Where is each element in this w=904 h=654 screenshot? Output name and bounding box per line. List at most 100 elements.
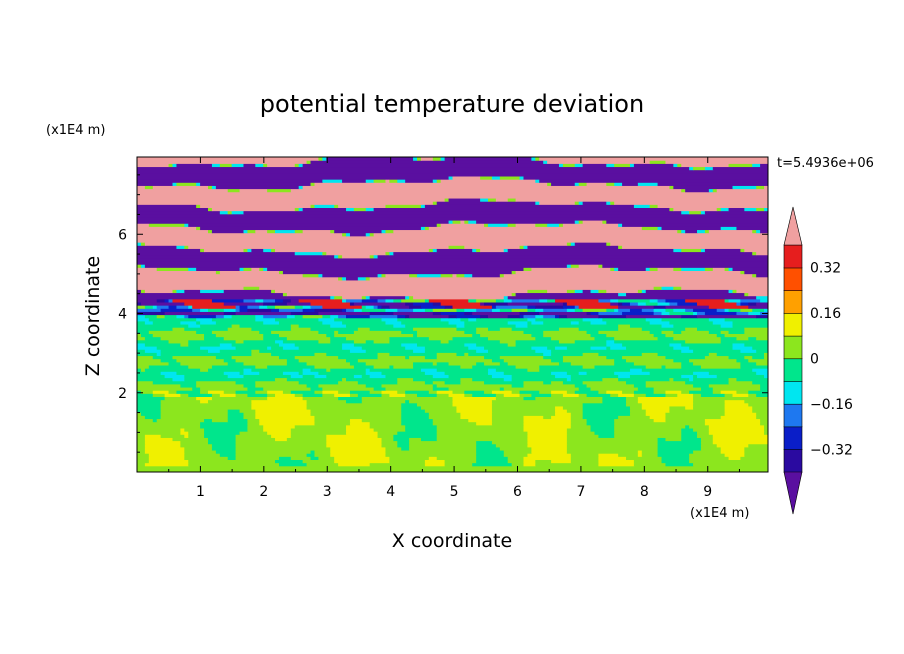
contour-cell [716,352,765,357]
contour-cell [306,399,347,404]
contour-cell [436,390,454,394]
contour-cell [700,443,718,448]
contour-cell [267,390,284,394]
contour-cell [527,434,568,438]
contour-cell [314,182,548,186]
contour-cell [137,194,768,199]
contour-cell [626,399,639,404]
contour-cell [661,317,710,322]
contour-cell [251,368,304,372]
contour-cell [622,245,768,249]
contour-cell [515,292,619,297]
contour-cell [764,308,768,312]
contour-cell [207,437,237,442]
contour-cell [507,223,517,227]
contour-cell [704,248,741,253]
contour-cell [614,336,659,341]
contour-cell [590,333,607,338]
contour-cell [176,305,189,309]
contour-cell [219,210,229,215]
contour-cell [397,179,406,183]
contour-cell [432,374,450,379]
y-tick-label: 6 [118,227,127,243]
contour-cell [629,412,647,416]
contour-cell [168,298,174,303]
contour-cell [140,301,185,306]
contour-cell [558,339,576,344]
contour-cell [409,295,414,300]
contour-cell [531,267,611,271]
contour-cell [673,308,686,312]
contour-cell [271,346,284,350]
contour-cell [318,383,367,388]
contour-cell [137,434,146,438]
contour-cell [756,314,768,319]
contour-cell [732,323,768,328]
contour-cell [452,399,493,404]
contour-cell [566,446,659,451]
contour-cell [137,191,768,196]
contour-cell [562,301,568,306]
contour-cell [160,349,209,353]
contour-cell [361,418,402,423]
contour-cell [432,308,458,312]
contour-cell [346,314,371,319]
contour-cell [137,245,178,249]
contour-cell [582,317,603,322]
contour-cell [298,207,304,212]
contour-cell [137,330,150,334]
contour-cell [570,415,584,420]
contour-cell [290,374,304,379]
contour-cell [302,368,312,372]
colorbar-swatch [783,426,803,450]
contour-cell [397,314,406,319]
contour-cell [641,449,659,454]
contour-cell [618,415,651,420]
contour-cell [137,264,142,268]
contour-cell [566,289,576,294]
contour-cell [629,323,663,328]
contour-cell [598,456,627,460]
contour-cell [740,298,761,303]
contour-cell [551,358,564,363]
contour-cell [381,383,434,388]
contour-cell [156,305,170,309]
contour-cell [472,364,517,369]
contour-cell [574,390,600,394]
contour-cell [452,305,493,309]
colorbar-swatch [783,267,803,292]
contour-cell [144,462,189,467]
contour-cell [137,405,162,410]
contour-cell [349,418,363,423]
contour-cell [424,371,446,375]
contour-cell [448,320,465,325]
contour-cell [661,226,722,231]
contour-cell [740,270,745,275]
contour-cell [373,386,387,391]
contour-cell [602,264,768,268]
contour-cell [720,336,738,341]
contour-cell [219,453,237,457]
contour-cell [543,415,552,420]
contour-cell [661,323,674,328]
contour-cell [736,311,749,316]
contour-cell [562,305,576,309]
contour-cell [204,336,225,341]
contour-cell [322,305,363,309]
contour-cell [649,160,667,164]
contour-cell [551,371,568,375]
contour-cell [724,308,730,312]
contour-cell [732,289,738,294]
colorbar-tick-label: 0 [810,352,819,368]
contour-cell [326,352,379,357]
contour-cell [200,226,422,231]
contour-cell [243,248,249,253]
contour-cell [598,330,651,334]
contour-cell [633,383,647,388]
contour-cell [681,163,730,168]
contour-cell [622,182,639,186]
contour-cell [566,242,572,246]
contour-cell [275,305,296,309]
contour-cell [196,317,213,322]
